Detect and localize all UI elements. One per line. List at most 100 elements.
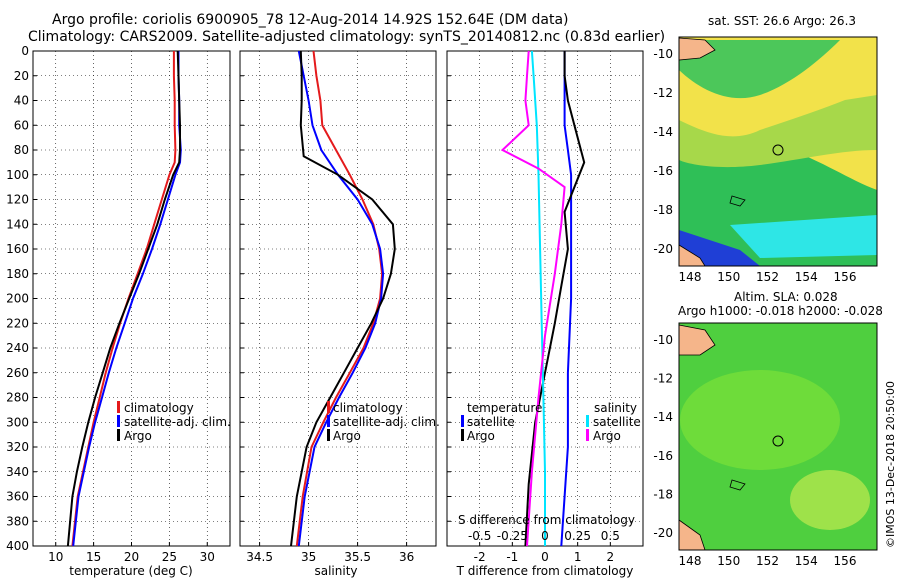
legend-t-argo-swatch [461,429,464,441]
series-line-t-satellite [560,51,573,547]
y-tick-label: 300 [6,415,29,429]
legend-satellite: satellite-adj. clim. [124,415,231,429]
depth-tick-labels: 0 20 40 60 80 100 120 140 160 180 200 220 240 260 280 3… [6,44,29,553]
sla-longitude-labels: 148 150 152 154 156 [679,554,857,568]
title-line-1: Argo profile: coriolis 6900905_78 12-Aug… [52,12,568,28]
series-line-satellite-adj-clim- [297,50,385,547]
legend-climatology-swatch [327,401,330,413]
y-tick-label: 40 [14,94,29,108]
sst-longitude-labels: 148 150 152 154 156 [679,270,857,284]
sla-map [678,322,878,551]
sst-map-frame [678,36,878,267]
y-tick-label: 60 [14,118,29,132]
y-tick-label: 0 [21,44,29,58]
sla-latitude-labels: -10 -12 -14 -16 -18 -20 [653,333,673,540]
temperature-grid [33,50,230,547]
latitude-label: -12 [653,86,673,100]
longitude-label: 152 [756,554,779,568]
longitude-label: 154 [795,270,818,284]
y-tick-label: 280 [6,391,29,405]
sla-high-region [790,470,870,530]
s-tick-label: -0.5 [468,529,491,543]
latitude-label: -18 [653,487,673,501]
legend-satellite: satellite-adj. clim. [333,415,440,429]
legend-s-argo-swatch [586,429,589,441]
sst-latitude-labels: -10 -12 -14 -16 -18 -20 [653,47,673,256]
imos-credit: ©IMOS 13-Dec-2018 20:50:00 [884,381,897,548]
y-tick-label: 400 [6,539,29,553]
legend-s-satellite-swatch [586,415,589,427]
longitude-label: 154 [795,554,818,568]
x-tick-label: 15 [86,550,101,564]
y-tick-label: 120 [6,193,29,207]
legend-climatology-swatch [117,401,120,413]
s-difference-tick-labels: -0.5 -0.25 0 0.25 0.5 [468,529,620,543]
latitude-label: -20 [653,526,673,540]
longitude-label: 152 [756,270,779,284]
temperature-tick-labels: 10 15 20 25 30 [48,550,215,564]
x-tick-label: -2 [474,550,486,564]
x-tick-label: 25 [162,550,177,564]
legend-satellite-swatch [327,415,330,427]
y-tick-label: 140 [6,217,29,231]
sla-map-title-2: Argo h1000: -0.018 h2000: -0.028 [678,304,883,318]
legend-s-satellite: satellite [593,415,641,429]
y-tick-label: 360 [6,490,29,504]
temperature-xlabel: temperature (deg C) [69,564,192,578]
salinity-xlabel: salinity [314,564,357,578]
x-tick-label: 35.5 [344,550,371,564]
x-tick-label: 34.5 [246,550,273,564]
s-tick-label: -0.25 [497,529,528,543]
legend-satellite-swatch [117,415,120,427]
difference-legend: temperature satellite Argo salinity sate… [461,401,641,443]
s-tick-label: 0.25 [564,529,591,543]
x-tick-label: 0 [541,550,549,564]
salinity-tick-labels: 34.5 35 35.5 36 [246,550,414,564]
legend-salinity-title: salinity [594,401,637,415]
sst-cool-water-region [730,215,877,258]
y-tick-label: 340 [6,465,29,479]
latitude-label: -12 [653,372,673,386]
x-tick-label: 30 [200,550,215,564]
s-tick-label: 0.5 [601,529,620,543]
salinity-lines [290,50,396,547]
series-line-s-argo [500,50,566,547]
latitude-label: -20 [653,242,673,256]
temperature-legend: climatology satellite-adj. clim. Argo [117,401,231,443]
latitude-label: -14 [653,125,673,139]
longitude-label: 150 [717,270,740,284]
s-tick-label: 0 [541,529,549,543]
salinity-panel: 34.5 35 35.5 36 salinity climatology satell… [239,50,440,578]
sla-anomaly-region [680,370,840,470]
title-line-2: Climatology: CARS2009. Satellite-adjuste… [28,29,665,45]
y-tick-label: 160 [6,242,29,256]
sla-map-title-1: Altim. SLA: 0.028 [734,290,838,304]
latitude-label: -10 [653,333,673,347]
salinity-legend: climatology satellite-adj. clim. Argo [327,401,440,443]
y-tick-label: 100 [6,168,29,182]
series-line-argo [66,50,181,547]
legend-t-argo: Argo [467,429,495,443]
sst-map-panel: sat. SST: 26.6 Argo: 26.3 -10-12-14-16-1… [653,14,878,284]
x-tick-label: -1 [506,550,518,564]
sst-map [678,36,878,267]
longitude-label: 150 [717,554,740,568]
y-tick-label: 80 [14,143,29,157]
latitude-label: -10 [653,47,673,61]
y-tick-label: 180 [6,267,29,281]
series-line-argo [290,50,396,547]
longitude-label: 148 [679,554,702,568]
reef-outline [729,479,746,491]
x-tick-label: 36 [399,550,414,564]
t-difference-xlabel: T difference from climatology [456,564,634,578]
sst-mid-water-region [679,95,877,168]
x-tick-label: 35 [301,550,316,564]
sst-cold-water-region [679,230,760,266]
longitude-label: 148 [679,270,702,284]
latitude-label: -16 [653,449,673,463]
longitude-label: 156 [834,554,857,568]
x-tick-label: 2 [607,550,615,564]
legend-argo-swatch [117,429,120,441]
y-tick-label: 320 [6,440,29,454]
